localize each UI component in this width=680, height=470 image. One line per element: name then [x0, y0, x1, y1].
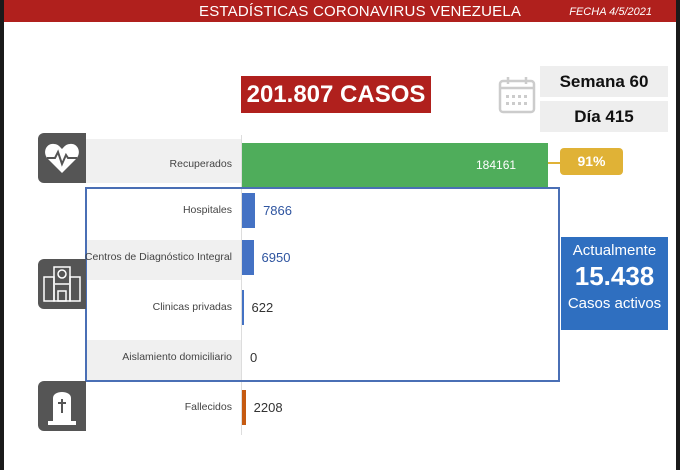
category-label: Hospitales	[182, 203, 232, 216]
value-label: 622	[251, 299, 274, 315]
category-label: Recuperados	[169, 158, 232, 170]
category-label: Fallecidos	[184, 400, 232, 413]
percent-connector	[548, 162, 560, 164]
category-label: Centros de Diagnóstico Integral	[84, 250, 232, 263]
bar	[242, 193, 256, 228]
recovered-percent-badge: 91%	[560, 148, 623, 175]
date-label: FECHA 4/5/2021	[569, 6, 652, 18]
week-label: Semana 60	[540, 66, 668, 97]
active-label-top: Actualmente	[572, 242, 657, 259]
category-label: Aislamiento domiciliario	[122, 350, 232, 363]
calendar-icon	[498, 77, 536, 114]
active-label-bottom: Casos activos	[567, 295, 662, 312]
active-value: 15.438	[574, 261, 655, 291]
value-label: 6950	[261, 249, 291, 265]
total-cases-badge: 201.807 CASOS	[241, 76, 431, 113]
bar	[242, 143, 548, 187]
active-cases-group-frame	[85, 187, 560, 382]
hospital-icon	[38, 259, 86, 309]
heart-pulse-icon	[38, 133, 86, 183]
category-label: Clinicas privadas	[152, 300, 232, 313]
value-label: 2208	[253, 399, 283, 415]
chart-axis	[241, 135, 242, 435]
page-title: ESTADÍSTICAS CORONAVIRUS VENEZUELA	[199, 3, 522, 20]
row-band	[86, 139, 241, 183]
header-bar: ESTADÍSTICAS CORONAVIRUS VENEZUELA FECHA…	[4, 0, 676, 22]
value-label: 0	[250, 349, 258, 365]
value-label: 7866	[263, 202, 292, 218]
bar	[242, 240, 254, 275]
row-band	[86, 240, 241, 280]
bar	[242, 390, 246, 425]
tombstone-icon	[38, 381, 86, 431]
value-label: 184161	[476, 158, 517, 172]
row-band	[86, 340, 241, 380]
infographic: ESTADÍSTICAS CORONAVIRUS VENEZUELA FECHA…	[4, 0, 676, 470]
active-cases-box: Actualmente 15.438 Casos activos	[561, 237, 668, 330]
bar	[242, 290, 244, 325]
day-label: Día 415	[540, 101, 668, 132]
